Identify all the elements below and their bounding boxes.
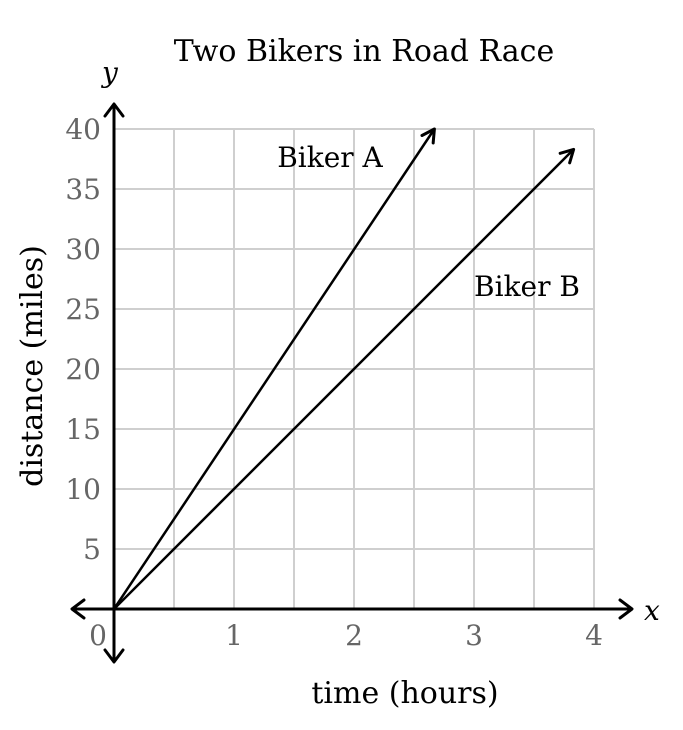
y-axis-variable: y — [100, 56, 119, 89]
y-axis-label: distance (miles) — [15, 245, 50, 487]
series-layer: Biker A Biker B — [112, 127, 580, 610]
x-tick-label: 2 — [345, 619, 363, 652]
y-tick-label: 10 — [65, 473, 101, 506]
y-tick-label: 30 — [65, 233, 101, 266]
y-axis-arrow-up — [103, 102, 125, 118]
series-line — [113, 148, 575, 610]
x-axis-arrow-right — [618, 598, 634, 620]
x-tick-label: 0 — [89, 619, 107, 652]
x-axis-arrow-left — [70, 598, 86, 620]
chart-title: Two Bikers in Road Race — [174, 34, 555, 69]
series-arrowhead — [558, 147, 576, 165]
axes — [70, 102, 634, 664]
y-tick-label: 40 — [65, 113, 101, 146]
y-tick-label: 5 — [83, 533, 101, 566]
series-label: Biker A — [277, 141, 383, 174]
ticks-layer: 0 1 2 3 4 5 10 15 20 25 30 35 40 — [65, 113, 603, 652]
series-label: Biker B — [474, 270, 580, 303]
y-axis-arrow-down — [103, 648, 125, 664]
series-line — [112, 128, 436, 610]
y-tick-label: 20 — [65, 353, 101, 386]
x-tick-label: 4 — [585, 619, 603, 652]
y-tick-label: 25 — [65, 293, 101, 326]
series-arrowhead — [420, 127, 436, 145]
x-tick-label: 1 — [225, 619, 243, 652]
x-axis-label: time (hours) — [311, 676, 498, 711]
y-tick-label: 15 — [65, 413, 101, 446]
x-tick-label: 3 — [465, 619, 483, 652]
x-axis-variable: x — [644, 594, 660, 627]
y-tick-label: 35 — [65, 173, 101, 206]
